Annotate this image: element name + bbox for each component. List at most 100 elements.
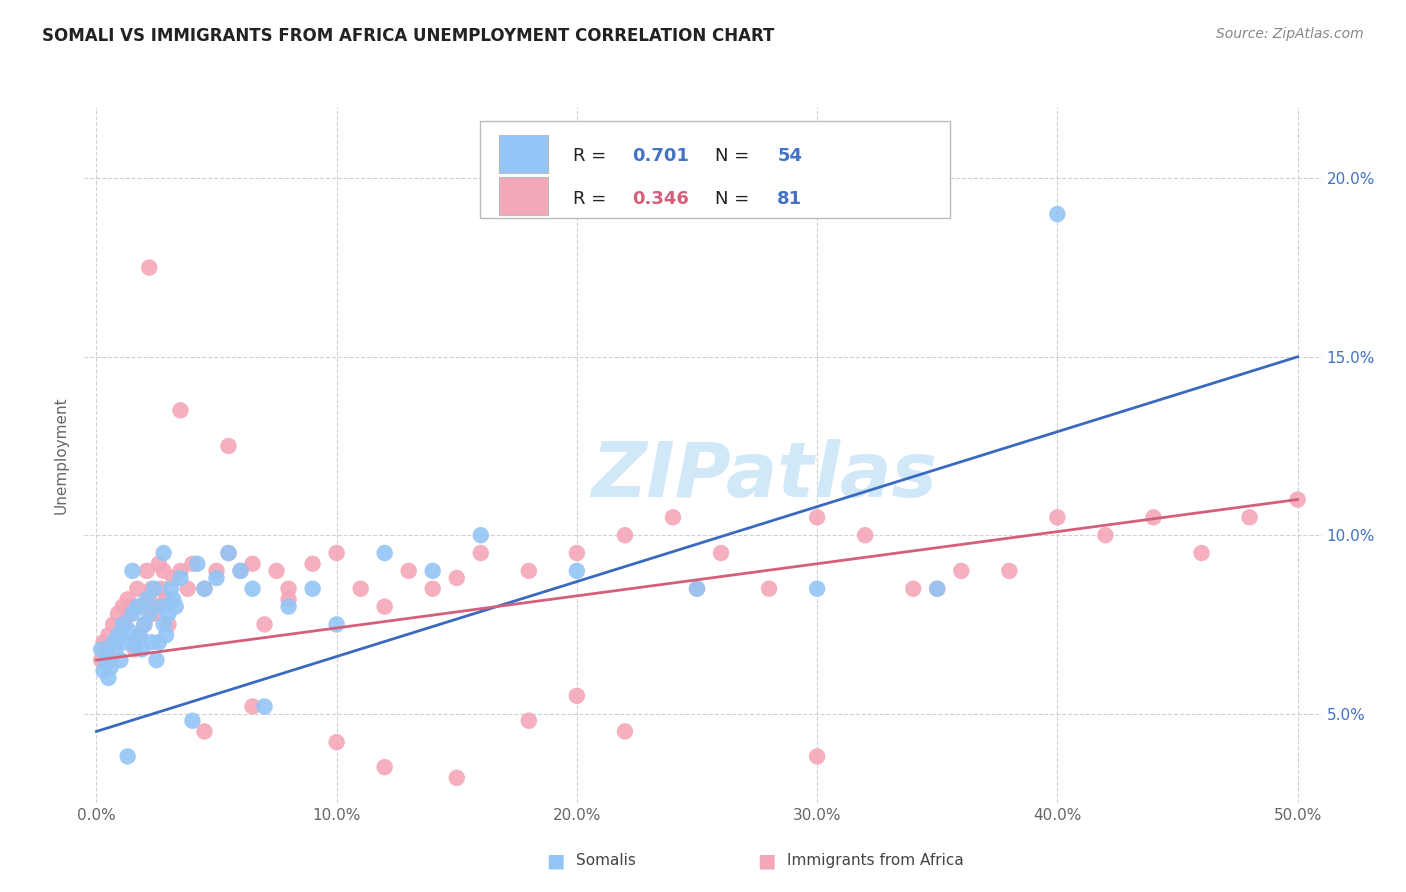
Point [998,564,1021,578]
Point [100,660,122,674]
Point [103,617,125,632]
Point [157,617,180,632]
Point [1239,510,1261,524]
Point [325,546,347,560]
Point [253,617,276,632]
Point [128,628,150,642]
Point [1286,492,1309,507]
Point [150,582,173,596]
Point [205,571,228,585]
Point [470,546,492,560]
Point [131,599,153,614]
Point [157,607,180,621]
Point [565,689,588,703]
Point [121,599,143,614]
Point [128,628,150,642]
Point [806,749,828,764]
Point [301,582,323,596]
Point [950,564,973,578]
Text: Somalis: Somalis [576,854,637,868]
Point [104,635,127,649]
Point [114,635,136,649]
FancyBboxPatch shape [499,177,548,215]
Point [162,592,184,607]
Point [143,607,166,621]
Point [325,617,347,632]
FancyBboxPatch shape [499,135,548,173]
Text: Source: ZipAtlas.com: Source: ZipAtlas.com [1216,27,1364,41]
Point [155,592,177,607]
Point [565,546,588,560]
Point [150,599,173,614]
Point [135,564,157,578]
Point [107,628,129,642]
Point [758,582,780,596]
Point [903,582,925,596]
Point [145,599,167,614]
Point [141,635,163,649]
FancyBboxPatch shape [481,121,950,219]
Point [686,582,709,596]
Text: R =: R = [574,147,612,165]
Point [242,699,264,714]
Point [134,617,156,632]
Point [152,564,174,578]
Point [218,439,240,453]
Point [517,714,540,728]
Point [446,771,468,785]
Text: ■: ■ [546,851,565,871]
Point [181,557,204,571]
Point [218,546,240,560]
Point [422,564,444,578]
Point [121,564,143,578]
Point [138,260,160,275]
Point [141,582,163,596]
Point [93,664,115,678]
Point [613,724,636,739]
Point [470,528,492,542]
Point [111,599,134,614]
Point [710,546,733,560]
Point [118,624,141,639]
Point [94,653,117,667]
Point [1046,510,1069,524]
Point [517,564,540,578]
Point [103,635,125,649]
Point [145,653,167,667]
Point [229,564,252,578]
Point [121,607,143,621]
Text: 81: 81 [778,190,803,208]
Point [124,639,146,653]
Text: R =: R = [574,190,612,208]
Point [181,714,204,728]
Text: 0.701: 0.701 [633,147,689,165]
Point [110,653,132,667]
Point [148,635,170,649]
Point [374,760,396,774]
Point [662,510,685,524]
Point [242,582,264,596]
Point [301,557,323,571]
Point [152,617,174,632]
Point [806,510,828,524]
Point [117,749,139,764]
Point [446,571,468,585]
Point [1094,528,1116,542]
Point [162,571,184,585]
Point [117,592,139,607]
Point [266,564,288,578]
Point [193,582,215,596]
Point [124,642,146,657]
Point [169,403,191,417]
Text: N =: N = [716,190,755,208]
Point [148,557,170,571]
Point [927,582,949,596]
Point [229,564,252,578]
Point [565,564,588,578]
Point [169,564,191,578]
Point [277,599,299,614]
Text: Immigrants from Africa: Immigrants from Africa [787,854,965,868]
Point [374,599,396,614]
Point [1142,510,1164,524]
Point [138,592,160,607]
